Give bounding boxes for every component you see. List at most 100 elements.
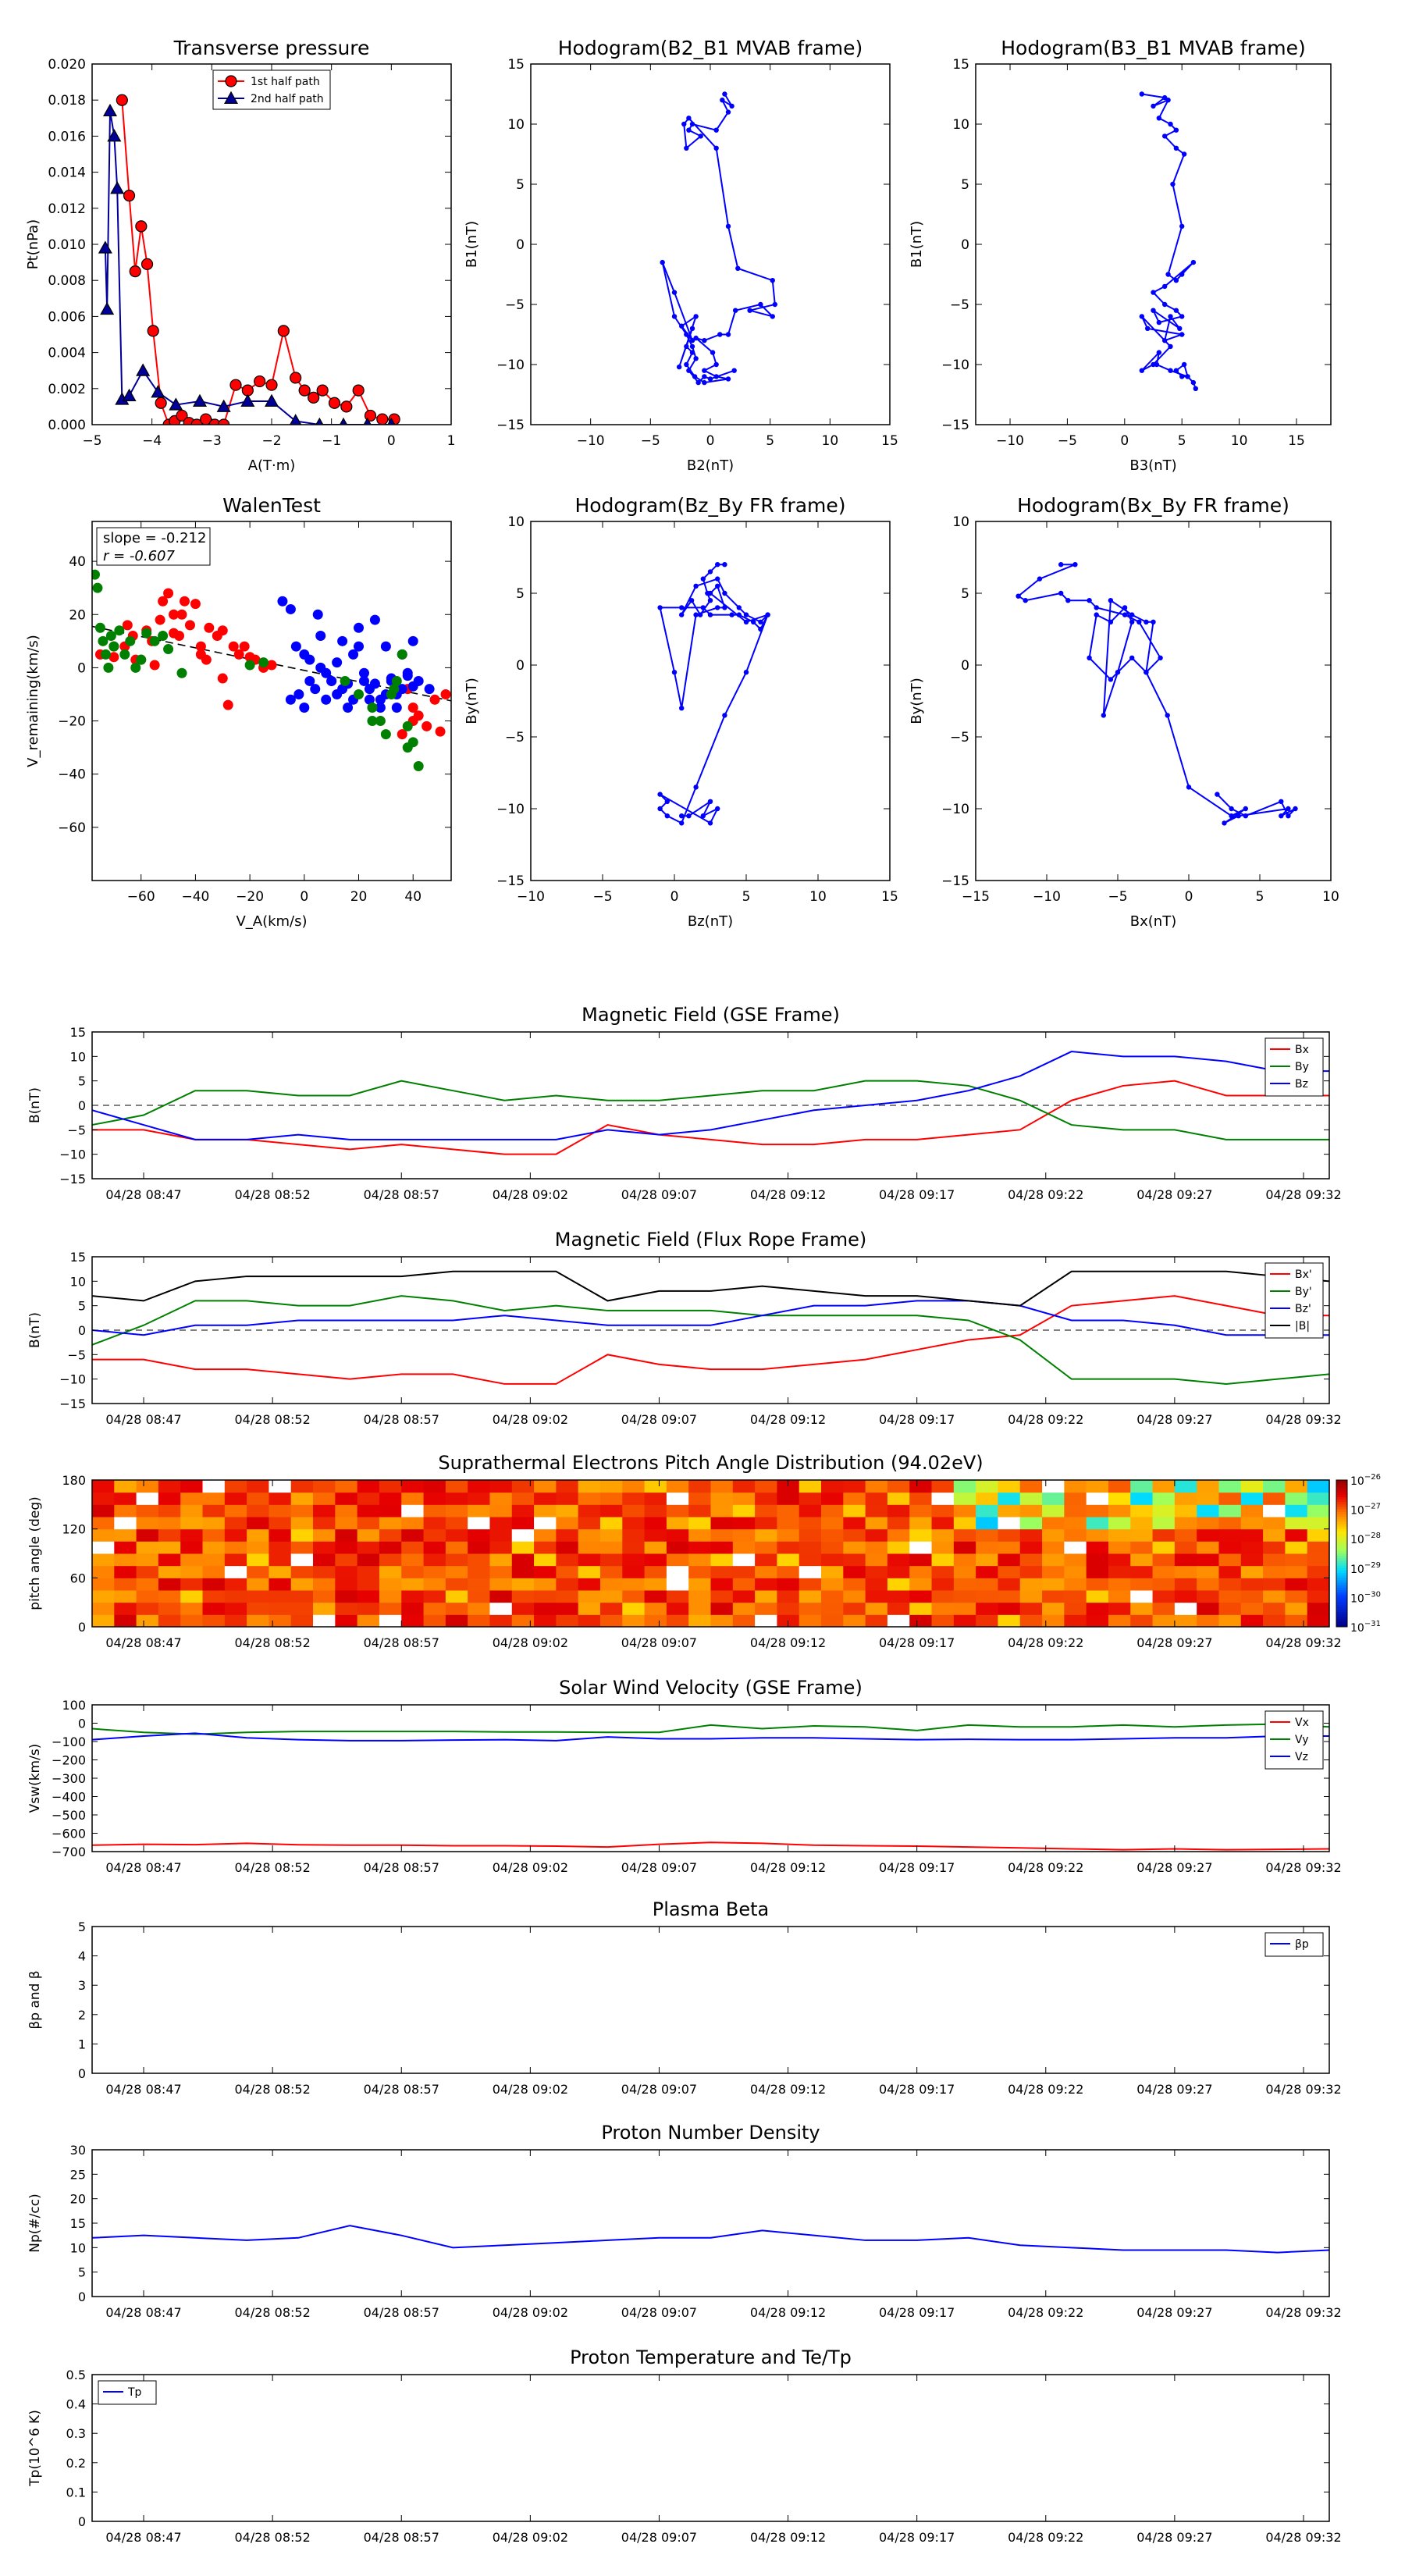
x-tick-label: 04/28 09:12 (750, 1187, 826, 1202)
data-point (1115, 670, 1121, 675)
pad-cell (953, 1602, 976, 1615)
data-point (389, 684, 400, 695)
series-path (660, 91, 777, 386)
y-tick-label: 30 (70, 2143, 86, 2158)
chart-h1: Hodogram(B2_B1 MVAB frame) B2(nT) B1(nT) −1… (464, 37, 898, 474)
series-Vx-line (92, 1841, 1329, 1851)
pad-cell (136, 1578, 159, 1591)
data-point (736, 612, 742, 617)
plot-frame (530, 63, 891, 425)
data-point (758, 619, 763, 624)
data-point (217, 673, 228, 684)
pad-cell (423, 1553, 446, 1567)
pad-cell (1019, 1480, 1043, 1493)
pad-cell (1019, 1541, 1043, 1554)
pad-cell (534, 1553, 557, 1567)
data-point (1037, 576, 1043, 582)
data-point (702, 379, 707, 386)
pad-cell (1152, 1504, 1176, 1517)
data-point (108, 641, 119, 652)
pad-cell (821, 1528, 844, 1542)
pad-cell (931, 1492, 955, 1505)
pad-cell (976, 1614, 998, 1627)
data-point (743, 619, 749, 624)
data-point (218, 418, 230, 425)
pad-cell (511, 1541, 535, 1554)
data-point (407, 703, 418, 713)
panel-bfr: Magnetic Field (Flux Rope Frame) B(nT) −15… (27, 1229, 1342, 1427)
pad-cell (799, 1602, 822, 1615)
y-tick-label: 2 (78, 2008, 86, 2023)
plot-frame (91, 521, 452, 881)
x-tick-label: 04/28 09:17 (879, 2305, 955, 2320)
y-tick-label: 0.008 (48, 273, 86, 289)
pad-cell (269, 1565, 292, 1578)
x-tick-label: 04/28 09:17 (879, 2530, 955, 2545)
data-point (1151, 290, 1156, 295)
x-tick-label: 04/28 08:52 (234, 1635, 310, 1650)
data-point (413, 760, 424, 771)
data-point (285, 694, 296, 705)
pad-cell (644, 1553, 667, 1567)
pad-cell (1174, 1602, 1197, 1615)
data-point (397, 649, 407, 660)
pad-cell (1285, 1492, 1308, 1505)
pad-cell (92, 1517, 115, 1530)
x-tick-label: 04/28 08:52 (234, 1187, 310, 1202)
pad-cell (777, 1565, 800, 1578)
colorbar-step (1336, 1539, 1347, 1542)
colorbar-tick-exponent: −26 (1364, 1473, 1381, 1482)
data-point (657, 806, 663, 812)
pad-cell (269, 1517, 292, 1530)
data-point (122, 388, 137, 402)
pad-cell (843, 1541, 866, 1554)
x-tick-label: 40 (404, 889, 422, 905)
data-point (1286, 813, 1291, 819)
chart-title: Hodogram(Bx_By FR frame) (1017, 494, 1289, 517)
pad-cell (511, 1578, 535, 1591)
pad-cell (247, 1614, 269, 1627)
pad-cell (1064, 1553, 1087, 1567)
y-tick-label: 0 (961, 658, 969, 674)
y-tick-label: −200 (52, 1753, 86, 1768)
series-Vy-line (92, 1723, 1329, 1735)
data-point (285, 603, 296, 614)
data-point (108, 652, 119, 663)
data-point (722, 713, 727, 718)
pad-cell (1174, 1590, 1197, 1603)
pad-cell (710, 1553, 734, 1567)
data-point (290, 641, 301, 652)
pad-cell (379, 1602, 402, 1615)
pad-cell (953, 1565, 976, 1578)
data-point (233, 649, 244, 660)
pad-cell (1285, 1565, 1308, 1578)
legend-label: Bz (1295, 1078, 1308, 1091)
pad-cell (976, 1517, 998, 1530)
colorbar-step (1336, 1619, 1347, 1623)
pad-cell (92, 1578, 115, 1591)
y-tick-label: 60 (70, 1571, 86, 1585)
pad-cell (732, 1578, 756, 1591)
plot-frame (91, 2374, 1330, 2522)
colorbar-step (1336, 1595, 1347, 1598)
pad-cell (1263, 1565, 1286, 1578)
pad-cell (489, 1517, 513, 1530)
data-point (722, 91, 727, 97)
y-tick-label: 0.3 (66, 2426, 86, 2441)
chart-h4: Hodogram(Bx_By FR frame)Bx(nT)By(nT)−15−… (909, 494, 1339, 930)
data-point (308, 391, 320, 404)
pad-cell (224, 1517, 247, 1530)
data-point (169, 397, 183, 411)
pad-cell (202, 1590, 226, 1603)
pad-cell (599, 1541, 623, 1554)
series-path (657, 562, 770, 826)
y-axis-label: Np(#/cc) (27, 2194, 43, 2252)
pad-cell (998, 1553, 1021, 1567)
colorbar-step (1336, 1614, 1347, 1617)
y-tick-label: 5 (78, 2265, 86, 2280)
chart-walen: WalenTest V_A(km/s) V_remaining(km/s) −60 −4… (25, 494, 452, 930)
pad-cell (224, 1541, 247, 1554)
y-tick-label: 20 (70, 2192, 86, 2207)
pad-cell (777, 1504, 800, 1517)
series-Vz-line (92, 1732, 1329, 1742)
